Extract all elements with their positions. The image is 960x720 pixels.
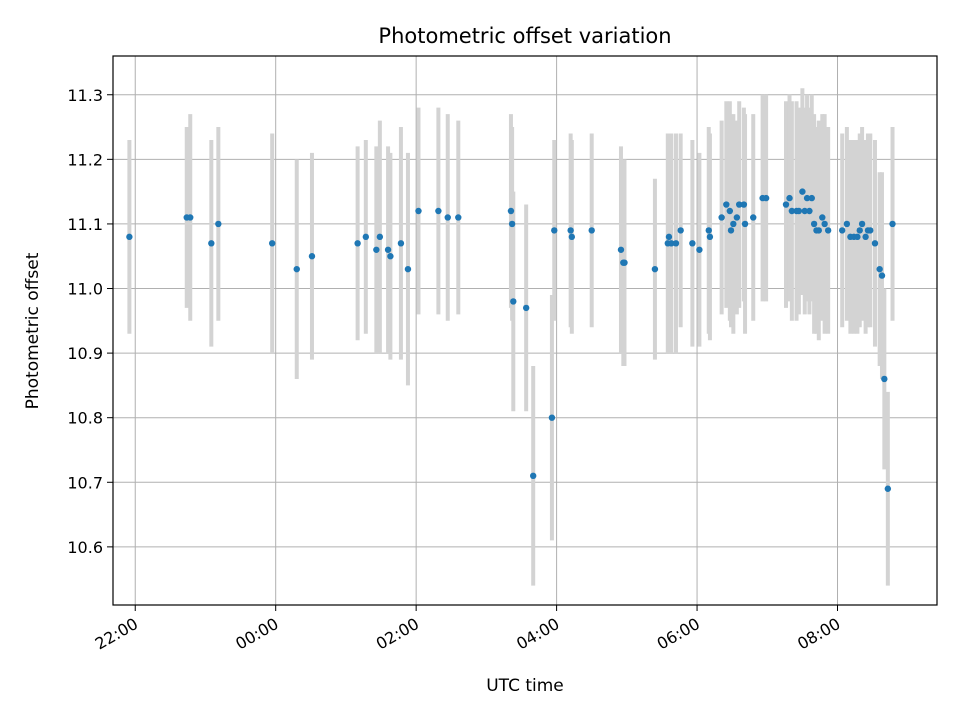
data-point (651, 265, 659, 273)
data-point (730, 220, 737, 228)
data-point (672, 240, 680, 247)
data-point (889, 220, 896, 228)
data-point (801, 207, 808, 215)
plot-frame (112, 55, 938, 606)
data-point (762, 194, 770, 202)
y-tick-label: 11.2 (67, 150, 103, 169)
data-point (726, 207, 734, 215)
data-point (187, 214, 194, 221)
data-point (741, 220, 749, 228)
data-point (867, 227, 874, 234)
data-point (821, 220, 828, 228)
data-point (871, 240, 879, 247)
y-axis-label: Photometric offset (23, 252, 43, 409)
data-point (696, 246, 703, 253)
data-point (677, 227, 684, 234)
data-point (750, 214, 757, 221)
data-point (854, 233, 861, 241)
data-point (735, 201, 743, 208)
data-points (126, 188, 896, 492)
data-point (308, 253, 316, 260)
data-point (293, 265, 300, 273)
data-point (510, 298, 517, 305)
data-point (529, 472, 537, 480)
data-point (354, 240, 361, 247)
data-point (455, 214, 462, 221)
data-point (522, 304, 530, 312)
data-point (862, 233, 869, 241)
data-point (856, 227, 863, 234)
data-point (788, 207, 796, 215)
data-point (799, 188, 806, 195)
data-point (723, 201, 730, 208)
data-point (588, 227, 595, 234)
y-tick-label: 10.8 (67, 409, 103, 428)
data-point (415, 207, 422, 215)
data-point (782, 201, 790, 208)
data-point (397, 240, 405, 247)
data-point (567, 227, 574, 234)
data-point (815, 227, 822, 234)
data-point (795, 207, 803, 215)
data-point (435, 207, 442, 215)
y-tick-label: 11.1 (67, 215, 103, 234)
data-point (617, 246, 625, 253)
data-point (838, 227, 846, 234)
data-point (876, 265, 883, 273)
data-point (884, 485, 892, 492)
data-point (568, 233, 576, 241)
data-point (718, 214, 725, 221)
data-point (621, 259, 628, 266)
data-point (551, 227, 558, 234)
y-tick-label: 11.3 (67, 86, 103, 105)
data-point (126, 233, 133, 241)
data-point (208, 240, 215, 247)
data-point (705, 227, 712, 234)
data-point (507, 207, 515, 215)
y-tick-label: 10.6 (67, 538, 103, 557)
data-point (444, 214, 451, 221)
data-point (740, 201, 748, 208)
data-point (806, 207, 813, 215)
data-point (548, 414, 556, 421)
data-point (387, 253, 394, 260)
data-point (843, 220, 851, 228)
data-point (404, 265, 412, 273)
data-point (819, 214, 826, 221)
data-point (808, 194, 815, 202)
data-point (727, 227, 735, 234)
data-point (803, 194, 811, 202)
data-point (384, 246, 392, 253)
data-point (268, 240, 276, 247)
data-point (215, 220, 222, 228)
data-point (881, 375, 888, 383)
data-point (786, 194, 793, 202)
data-point (362, 233, 370, 241)
y-tick-label: 11.0 (67, 280, 103, 299)
data-point (376, 233, 384, 241)
data-point (733, 214, 741, 221)
data-point (706, 233, 714, 241)
y-tick-label: 10.9 (67, 344, 103, 363)
x-axis-label: UTC time (486, 676, 564, 696)
data-point (858, 220, 866, 228)
data-point (824, 227, 832, 234)
data-point (878, 272, 886, 279)
data-point (810, 220, 818, 228)
y-tick-label: 10.7 (67, 473, 103, 492)
data-point (689, 240, 696, 247)
data-point (508, 220, 516, 228)
chart-title: Photometric offset variation (378, 24, 671, 48)
data-point (665, 233, 673, 241)
data-point (668, 240, 675, 247)
data-point (373, 246, 380, 253)
